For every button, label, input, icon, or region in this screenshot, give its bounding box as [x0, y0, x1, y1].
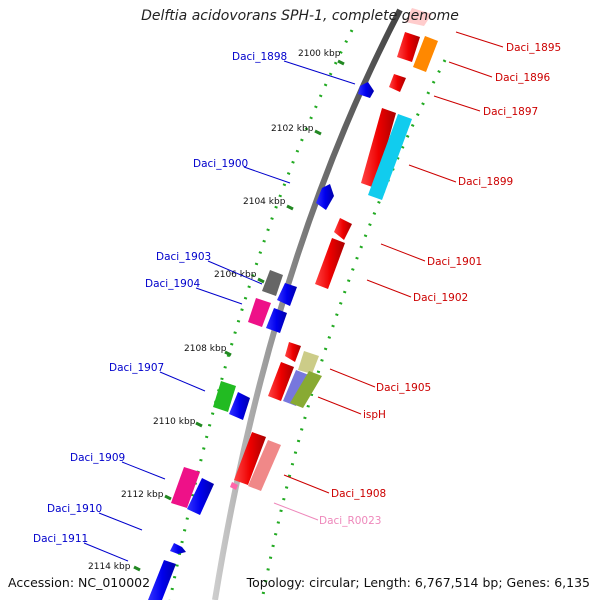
leader-line-daci-1898	[283, 60, 356, 85]
tick-mark	[337, 59, 345, 66]
gene-daci-1897[interactable]	[389, 74, 406, 92]
leader-line-daci-1896	[448, 61, 493, 78]
gene-isph[interactable]	[268, 362, 294, 401]
gene-daci-1904b[interactable]	[266, 308, 287, 333]
gene-label: Daci_1908	[331, 488, 386, 500]
tick-label: 2100 kbp	[298, 49, 341, 59]
gene-daci-1901[interactable]	[334, 218, 352, 240]
gene-daci-1903b[interactable]	[277, 283, 297, 306]
leader-line-daci-1910	[98, 512, 143, 531]
leader-line-isph	[317, 396, 362, 415]
leader-line-daci-1900	[243, 166, 291, 184]
tick-label: 2114 kbp	[88, 562, 131, 572]
gene-label: Daci_1896	[495, 72, 551, 84]
gene-daci-1909[interactable]	[171, 467, 200, 508]
leader-line-daci-1908	[283, 474, 330, 494]
leader-line-daci-1911	[83, 542, 129, 562]
gene-label: Daci_1897	[483, 106, 538, 118]
gene-daci-1903[interactable]	[262, 270, 283, 296]
tick-label: 2104 kbp	[243, 197, 286, 207]
tick-label: 2110 kbp	[153, 417, 196, 427]
gene-label: Daci_1903	[156, 251, 211, 263]
map-title: Delftia acidovorans SPH-1, complete geno…	[141, 8, 459, 24]
gene-label: Daci_1898	[232, 51, 287, 63]
gene-label: Daci_R0023	[319, 515, 381, 527]
leader-lines	[83, 31, 504, 562]
gene-daci-1895[interactable]	[397, 32, 420, 62]
leader-line-daci-1903	[207, 260, 263, 285]
forward-gene-labels: Daci_1895 Daci_1896 Daci_1897 Daci_1899 …	[319, 42, 561, 527]
tick-mark	[224, 350, 232, 357]
tick-mark	[257, 277, 265, 284]
gene-daci-1908[interactable]	[234, 432, 266, 485]
reverse-strand-genes	[148, 82, 374, 600]
leader-line-daci-1907	[159, 371, 206, 392]
gene-label: Daci_1905	[376, 382, 431, 394]
leader-line-daci-1909	[121, 461, 166, 480]
gene-daci-1899[interactable]	[361, 108, 396, 188]
gene-daci-1902[interactable]	[315, 238, 345, 289]
gene-label: Daci_1900	[193, 158, 248, 170]
genome-summary-text: Topology: circular; Length: 6,767,514 bp…	[246, 575, 590, 590]
gene-daci-1899b[interactable]	[368, 114, 412, 200]
leader-line-daci-1901	[380, 243, 426, 262]
gene-label: Daci_1910	[47, 503, 102, 515]
gene-label: Daci_1907	[109, 362, 164, 374]
accession-text: Accession: NC_010002	[8, 575, 151, 590]
gene-label: Daci_1904	[145, 278, 201, 290]
gene-label: Daci_1901	[427, 256, 482, 268]
genome-backbone	[212, 8, 403, 601]
gene-daci-1896[interactable]	[413, 36, 438, 72]
tick-label: 2106 kbp	[214, 270, 257, 280]
gene-daci-1907[interactable]	[213, 381, 236, 412]
gene-label: Daci_1911	[33, 533, 88, 545]
gene-daci-1907b[interactable]	[229, 392, 250, 420]
gene-daci-1905b[interactable]	[298, 351, 319, 374]
gene-label: Daci_1895	[506, 42, 561, 54]
gene-daci-1900[interactable]	[316, 184, 334, 210]
gene-daci-1904[interactable]	[248, 298, 271, 327]
leader-line-daci-1895	[455, 31, 504, 48]
gene-daci-1898[interactable]	[358, 82, 374, 98]
outer-track-line	[260, 59, 447, 601]
reverse-gene-labels: Daci_1898 Daci_1900 Daci_1903 Daci_1904 …	[33, 51, 287, 545]
forward-strand-genes	[230, 8, 438, 491]
leader-line-daci-1897	[433, 95, 481, 112]
tick-mark	[314, 129, 322, 136]
tick-mark	[286, 204, 294, 211]
gene-daci-1905[interactable]	[285, 342, 301, 362]
gene-daci-1909b[interactable]	[187, 478, 214, 515]
tick-group: 2100 kbp 2102 kbp 2104 kbp 2106 kbp 2108…	[88, 49, 345, 572]
gene-daci-1910[interactable]	[170, 543, 186, 554]
tick-mark	[195, 421, 203, 428]
gene-daci-1908b[interactable]	[248, 440, 281, 491]
leader-line-daci-1905	[329, 368, 376, 388]
leader-line-daci-r0023	[273, 502, 319, 521]
gene-isph-b[interactable]	[283, 370, 309, 406]
gene-daci-1895b[interactable]	[405, 8, 432, 26]
tick-mark	[133, 565, 141, 572]
leader-line-daci-1902	[366, 279, 412, 298]
gene-label: Daci_1902	[413, 292, 468, 304]
leader-line-daci-1899	[408, 164, 457, 183]
tick-label: 2108 kbp	[184, 344, 227, 354]
gene-daci-1911[interactable]	[148, 560, 176, 600]
tick-label: 2112 kbp	[121, 490, 164, 500]
gene-label: ispH	[363, 409, 386, 421]
tick-mark	[164, 494, 172, 501]
gene-isph-c[interactable]	[290, 371, 322, 408]
tick-label: 2102 kbp	[271, 124, 314, 134]
leader-line-daci-1904	[195, 287, 243, 305]
gene-label: Daci_1909	[70, 452, 125, 464]
gene-label: Daci_1899	[458, 176, 513, 188]
gene-daci-r0023[interactable]	[230, 482, 238, 490]
